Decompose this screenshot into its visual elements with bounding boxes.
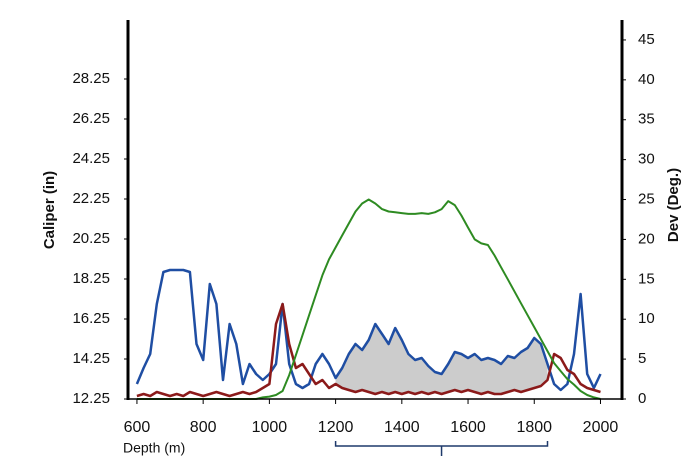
y2-tick-label: 10 (638, 310, 655, 327)
y2-tick-label: 40 (638, 71, 655, 88)
y2-tick-label: 25 (638, 190, 655, 207)
highlight-area (335, 324, 548, 394)
y-tick-label: 12.25 (72, 390, 110, 407)
y-tick-label: 16.25 (72, 310, 110, 327)
y-tick-label: 26.25 (72, 110, 110, 127)
y2-axis-title: Dev (Deg.) (665, 168, 682, 242)
x-tick-label: 800 (190, 419, 217, 436)
x-tick-label: 600 (124, 419, 151, 436)
y2-tick-label: 45 (638, 31, 655, 48)
x-tick-label: 1200 (318, 419, 354, 436)
x-tick-label: 1400 (384, 419, 420, 436)
y-tick-label: 20.25 (72, 230, 110, 247)
y2-tick-label: 0 (638, 390, 646, 407)
y-tick-label: 24.25 (72, 150, 110, 167)
x-tick-label: 2000 (583, 419, 619, 436)
x-axis-title: Depth (m) (123, 440, 185, 456)
y2-tick-label: 30 (638, 151, 655, 168)
series-line (135, 268, 602, 392)
x-tick-label: 1800 (516, 419, 552, 436)
y2-tick-label: 35 (638, 111, 655, 128)
y2-tick-label: 20 (638, 230, 655, 247)
y-tick-label: 14.25 (72, 350, 110, 367)
x-tick-label: 1600 (450, 419, 486, 436)
series-line (136, 302, 601, 398)
bracket (334, 441, 549, 456)
y2-tick-label: 5 (638, 350, 646, 367)
y-tick-label: 18.25 (72, 270, 110, 287)
x-tick-label: 1000 (252, 419, 288, 436)
y-tick-label: 22.25 (72, 190, 110, 207)
y-tick-label: 28.25 (72, 70, 110, 87)
y-axis-title: Caliper (in) (41, 171, 58, 249)
y2-tick-label: 15 (638, 270, 655, 287)
